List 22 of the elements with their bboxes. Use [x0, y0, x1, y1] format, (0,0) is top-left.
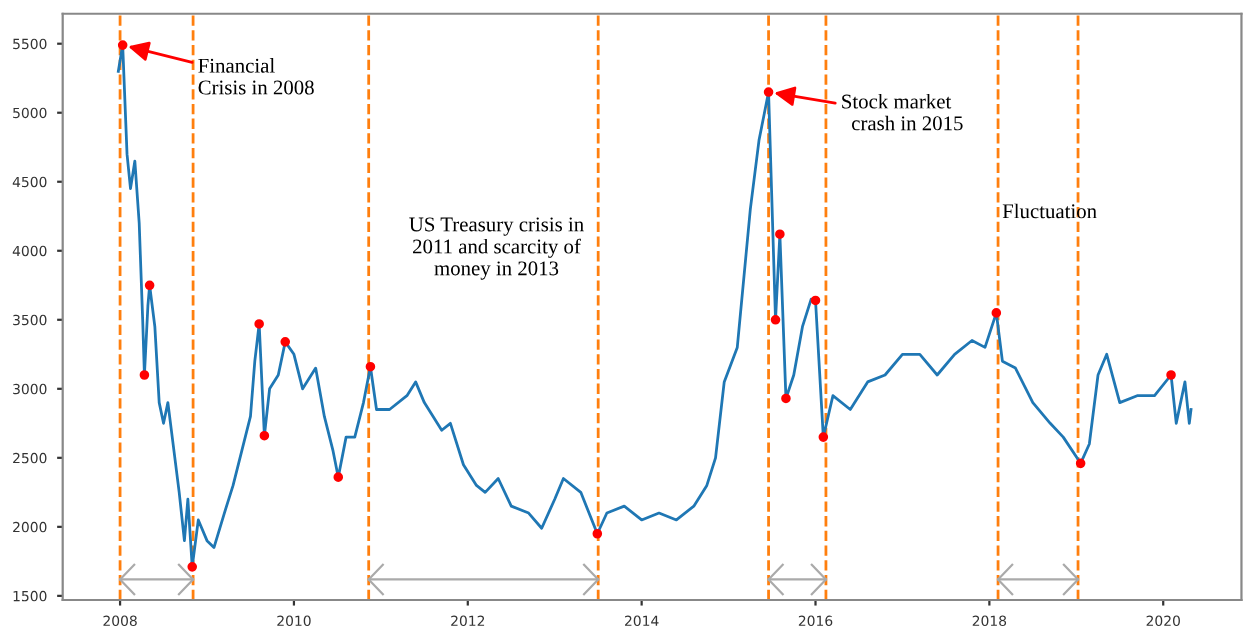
point [280, 337, 291, 347]
point [333, 472, 344, 482]
point [365, 361, 376, 372]
annotation: Stock market crash in 2015 [842, 93, 963, 131]
point [781, 393, 791, 404]
annotation: Financial Crisis in 2008 [198, 58, 314, 95]
annotation: US Treasury crisis in 2011 and scarcity of money in 2013 [409, 217, 584, 280]
point [259, 430, 270, 441]
point [775, 229, 785, 239]
point [139, 370, 150, 380]
point [117, 40, 128, 50]
point [592, 528, 603, 539]
point [991, 308, 1002, 318]
point [1075, 458, 1086, 469]
point [254, 319, 264, 329]
point [763, 87, 774, 97]
point [770, 314, 781, 325]
point [810, 295, 821, 306]
point [818, 432, 829, 442]
point [144, 280, 155, 291]
point [1166, 370, 1176, 380]
point [187, 562, 198, 572]
